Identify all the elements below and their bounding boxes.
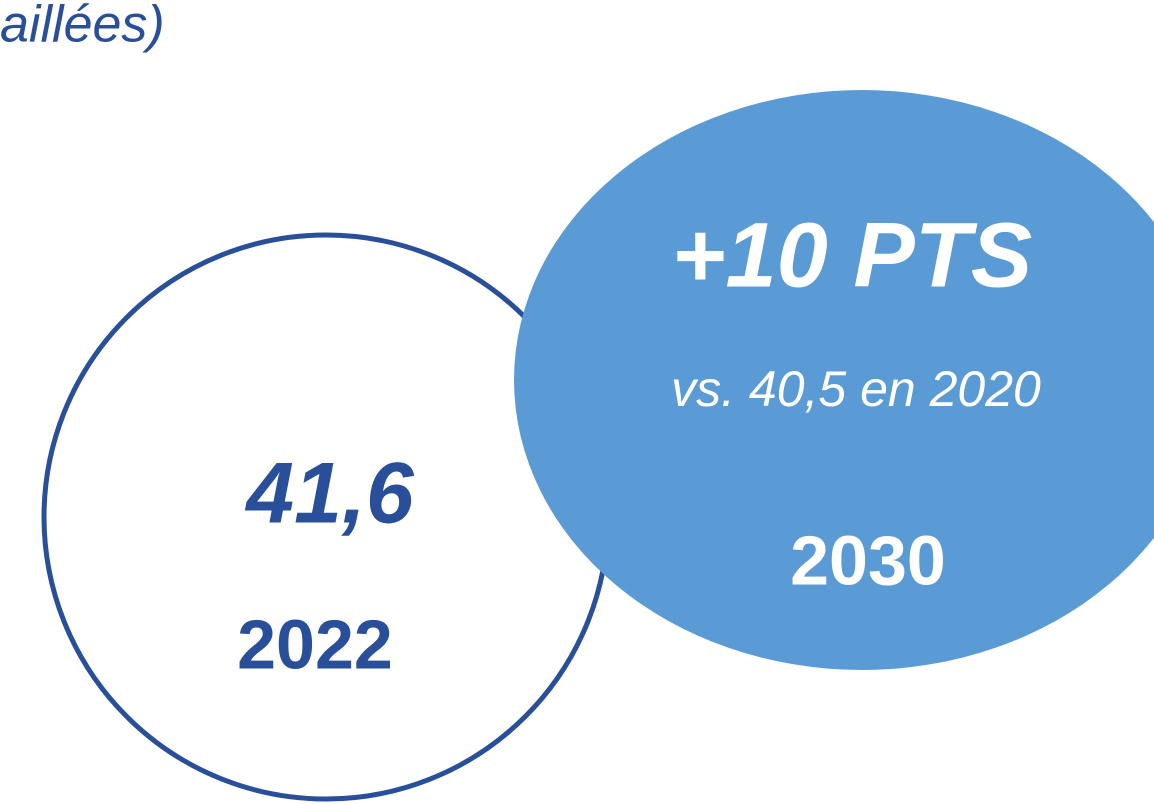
filled-circle	[514, 90, 1154, 670]
title-fragment: aillées)	[0, 0, 165, 54]
year-2030: 2030	[790, 521, 946, 599]
value-2022: 41,6	[244, 446, 415, 542]
value-2030: +10 PTS	[672, 204, 1033, 306]
year-2022: 2022	[237, 605, 393, 683]
comparison: vs. 40,5 en 2020	[671, 361, 1041, 417]
